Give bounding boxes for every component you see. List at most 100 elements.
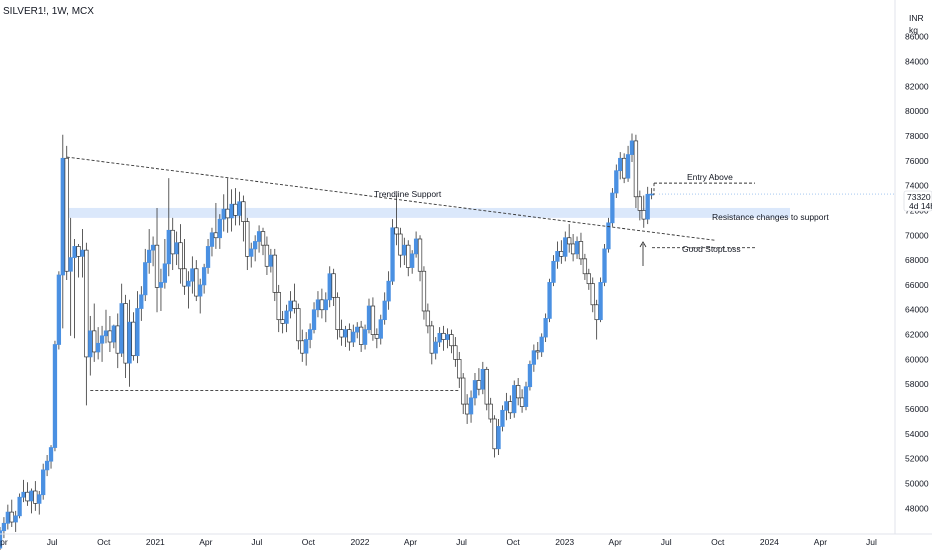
candle	[174, 231, 179, 266]
candle-body	[586, 273, 591, 285]
candle-body	[476, 380, 482, 390]
candle	[641, 195, 646, 228]
candle-body	[99, 335, 105, 344]
resistance-zone	[62, 207, 790, 218]
candle	[488, 397, 493, 423]
candle-body	[413, 238, 419, 255]
price-tick-label: 68000	[905, 255, 929, 265]
candle-body	[625, 154, 631, 179]
candle-body	[44, 460, 50, 471]
candle-body	[17, 496, 22, 517]
candle	[464, 394, 470, 424]
candle-body	[139, 294, 144, 309]
candle-body	[629, 140, 635, 155]
candle	[468, 390, 474, 423]
candle	[602, 243, 607, 287]
candle	[586, 268, 591, 290]
candle	[25, 482, 30, 506]
candle	[496, 418, 501, 455]
candle-body	[355, 326, 360, 333]
candle-body	[233, 203, 238, 216]
candle-body	[280, 319, 285, 324]
time-axis-label: Oct	[711, 537, 725, 547]
price-tick-label: 56000	[905, 404, 929, 414]
candle-body	[343, 329, 348, 338]
candle	[472, 373, 478, 406]
candle	[225, 178, 230, 233]
candle-body	[378, 319, 383, 339]
candle	[645, 186, 650, 225]
candle-body	[170, 229, 175, 255]
price-tick-label: 66000	[905, 280, 929, 290]
candle	[323, 292, 328, 323]
candle-body	[111, 325, 116, 343]
candle-body	[41, 469, 46, 496]
candle-body	[370, 305, 376, 335]
candle	[253, 235, 258, 262]
candle-body	[374, 334, 379, 339]
candle	[76, 243, 81, 278]
candle	[504, 392, 509, 421]
candle-body	[610, 192, 615, 224]
candle	[0, 527, 3, 550]
candle-body	[531, 350, 537, 365]
time-axis-label: Apr	[404, 537, 417, 547]
candle	[327, 266, 332, 308]
candle	[64, 145, 69, 280]
time-axis-label: 2024	[760, 537, 779, 547]
candle-body	[461, 377, 466, 405]
candle	[194, 260, 199, 302]
candle-body	[296, 308, 301, 342]
candle	[29, 488, 34, 514]
time-axis-label: 2023	[555, 537, 574, 547]
candle-body	[512, 385, 517, 414]
candle	[276, 284, 281, 333]
candle	[441, 325, 446, 351]
candle-body	[245, 221, 250, 257]
candle	[249, 242, 254, 268]
time-axis-label: Oct	[97, 537, 111, 547]
price-tick-label: 62000	[905, 330, 929, 340]
candle-body	[410, 253, 415, 268]
time-axis-label: Apr	[814, 537, 827, 547]
entry-above-label: Entry Above	[687, 172, 733, 182]
candle	[425, 303, 431, 334]
time-axis-label: 2022	[351, 537, 370, 547]
candle-body	[198, 284, 203, 297]
candle	[614, 164, 619, 199]
candle-body	[390, 227, 395, 282]
candle	[217, 214, 222, 249]
candle	[386, 271, 391, 310]
candle	[347, 323, 352, 351]
price-tick-label: 58000	[905, 379, 929, 389]
candle	[402, 237, 407, 266]
candle	[92, 303, 97, 362]
candle	[260, 227, 266, 256]
candle	[264, 236, 270, 275]
candle-body	[284, 310, 289, 324]
price-tick-label: 70000	[905, 230, 929, 240]
candle	[280, 310, 285, 334]
time-axis-label: Jul	[866, 537, 877, 547]
candle	[60, 134, 65, 329]
price-tick-label: 48000	[905, 503, 929, 513]
candle-body	[574, 241, 580, 255]
candle-body	[492, 418, 497, 450]
time-axis-label: Apr	[0, 537, 8, 547]
candle	[205, 238, 211, 274]
candle	[610, 188, 615, 227]
candle-body	[80, 249, 85, 257]
candle-body	[472, 380, 478, 399]
candle	[229, 189, 234, 232]
candle-body	[209, 232, 215, 247]
candle	[382, 292, 387, 325]
candle	[107, 315, 113, 352]
candle-body	[567, 237, 572, 245]
candle	[492, 415, 497, 458]
last-price-badge-bg	[903, 190, 932, 212]
candle-body	[351, 331, 356, 343]
candle-body	[13, 515, 18, 523]
candle	[288, 291, 293, 319]
candle	[37, 490, 42, 515]
